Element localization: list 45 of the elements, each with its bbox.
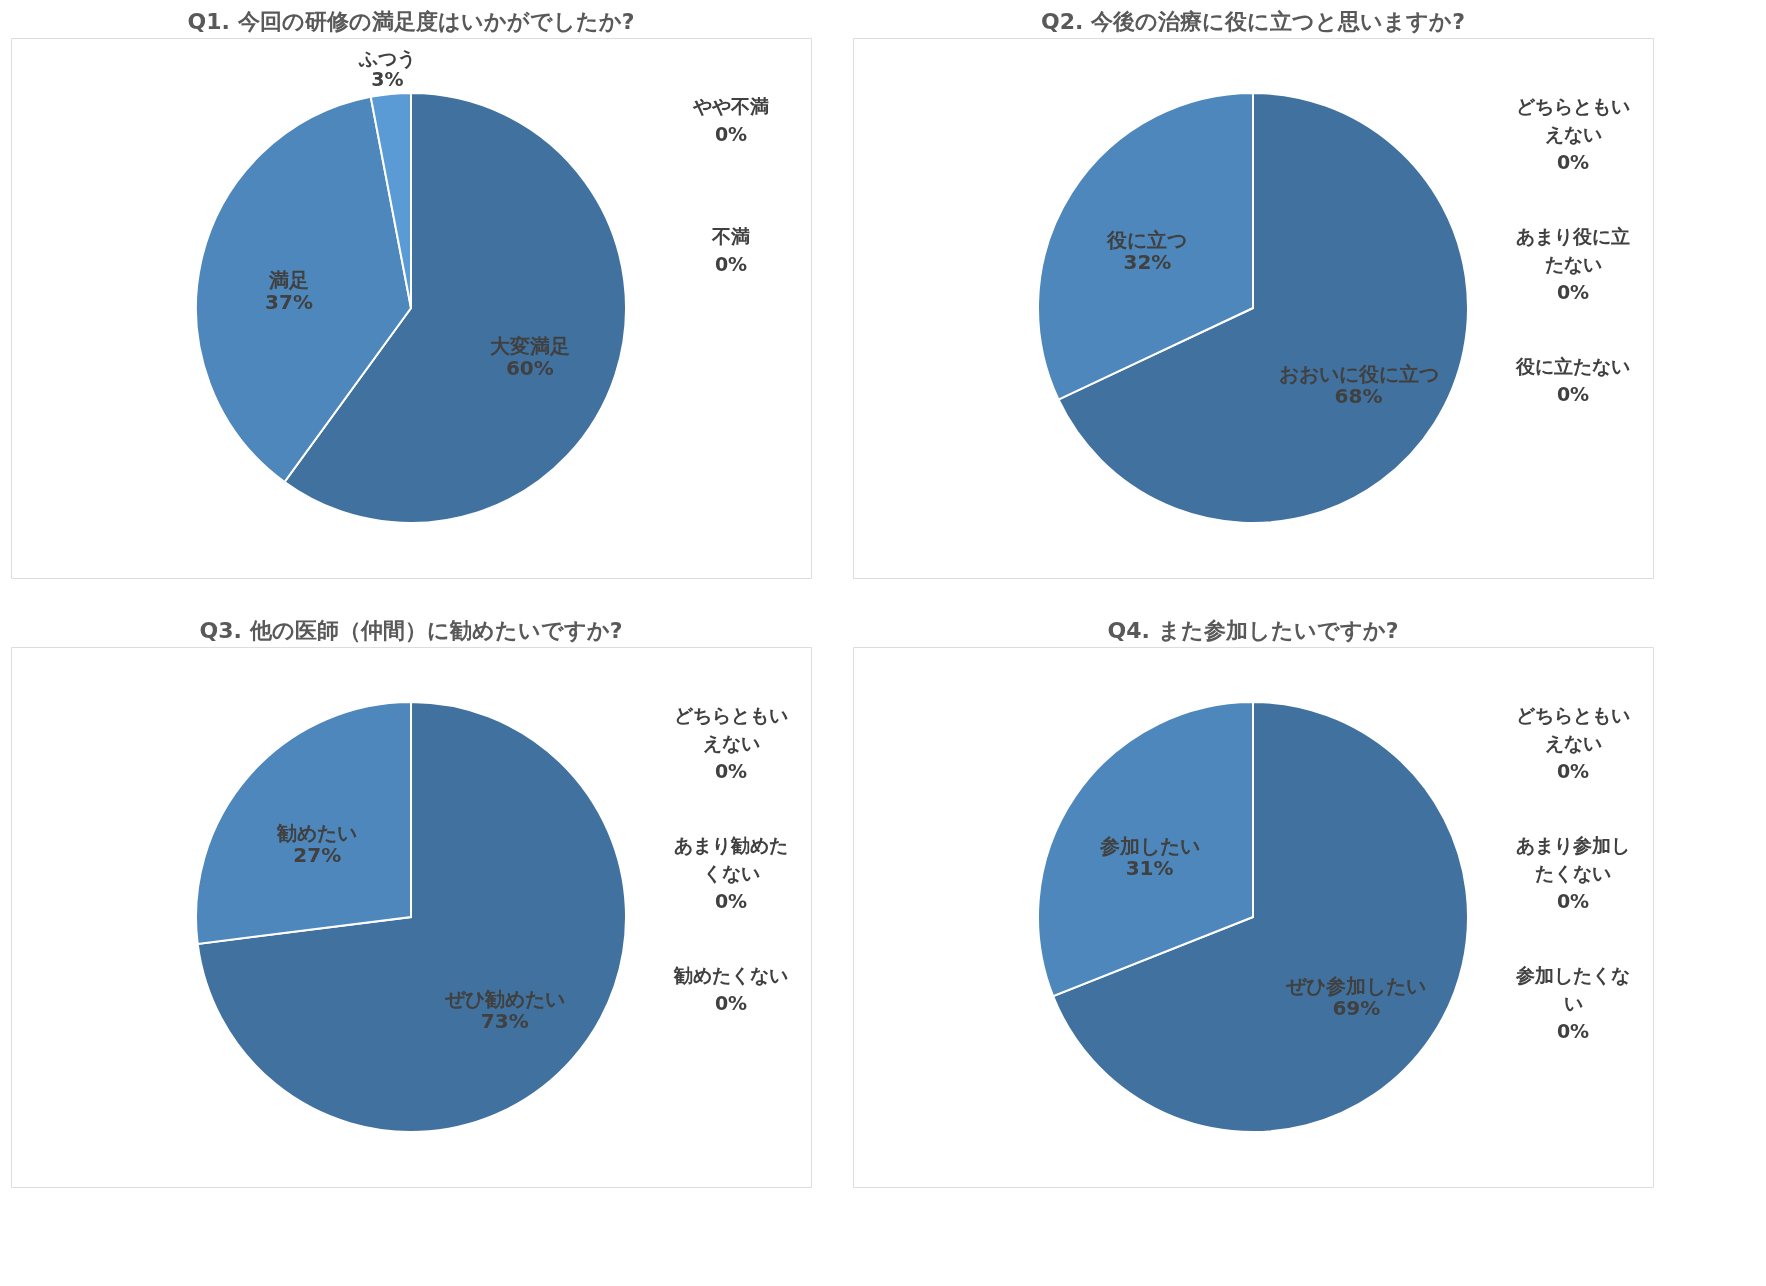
text: 0%	[714, 123, 748, 145]
slice-label: ふつう	[357, 47, 416, 71]
category-label: 不満	[712, 225, 750, 247]
chart-title: Q1. 今回の研修の満足度はいかがでしたか?	[187, 9, 635, 34]
category-label: 参加したくない	[1516, 964, 1630, 1014]
data-label: 31%	[1125, 855, 1174, 880]
category-label: 役に立たない	[1516, 355, 1630, 377]
category-label: どちらともいえない	[1516, 95, 1630, 145]
text: 0%	[714, 992, 748, 1014]
text: 0%	[1556, 383, 1590, 405]
text: 0%	[1556, 281, 1590, 303]
data-label: 27%	[293, 843, 342, 868]
text: 0%	[714, 253, 748, 275]
category-label: あまり参加したくない	[1516, 834, 1630, 884]
data-label: 3%	[371, 68, 404, 91]
data-label: 73%	[480, 1008, 529, 1033]
data-label: 32%	[1123, 250, 1172, 275]
category-label: あまり勧めたくない	[674, 834, 788, 884]
category-label: どちらともいえない	[1516, 704, 1630, 754]
slice-label: ぜひ参加したい	[1285, 974, 1427, 999]
text: 0%	[1556, 760, 1590, 782]
text: 0%	[1556, 890, 1590, 912]
category-label: あまり役に立たない	[1516, 225, 1630, 275]
text: 0%	[714, 890, 748, 912]
chart-title: Q2. 今後の治療に役に立つと思いますか?	[1041, 9, 1465, 34]
pie-slice	[196, 701, 627, 1133]
slice-label: 参加したい	[1098, 833, 1200, 858]
category-label: どちらともいえない	[674, 704, 788, 754]
slice-label: おおいに役に立つ	[1278, 361, 1439, 386]
data-label: 69%	[1332, 996, 1381, 1021]
data-label: 37%	[265, 289, 313, 314]
slice-label: 大変満足	[489, 333, 570, 358]
data-label: 68%	[1334, 383, 1383, 408]
text: 0%	[1556, 1020, 1590, 1042]
category-label: 勧めたくない	[674, 964, 788, 986]
slice-label: ぜひ勧めたい	[443, 986, 565, 1011]
text: 0%	[1556, 151, 1590, 173]
category-label: やや不満	[693, 95, 769, 117]
slice-label: 勧めたい	[276, 821, 358, 846]
chart-title: Q3. 他の医師（仲間）に勧めたいですか?	[199, 618, 623, 643]
chart-title: Q4. また参加したいですか?	[1107, 618, 1399, 643]
slice-label: 満足	[268, 267, 310, 292]
data-label: 60%	[505, 355, 554, 380]
slice-label: 役に立つ	[1106, 228, 1188, 253]
text: 0%	[714, 760, 748, 782]
